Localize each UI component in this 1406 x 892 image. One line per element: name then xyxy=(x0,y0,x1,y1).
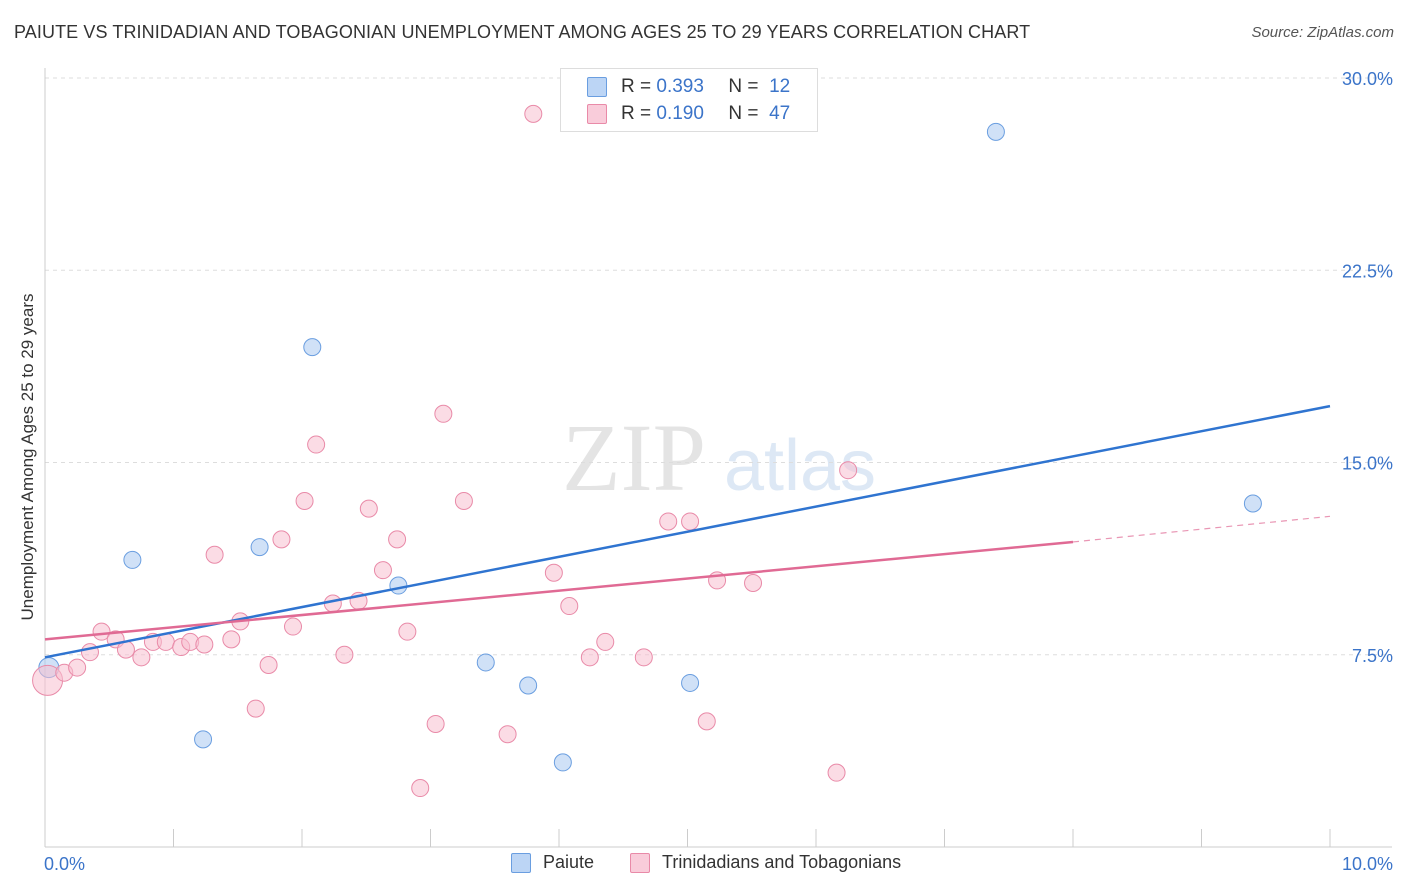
paiute-trend-line xyxy=(44,404,1331,659)
n-label: N = xyxy=(728,103,759,124)
trinidadian-point xyxy=(580,648,599,667)
x-tick-label: 0.0% xyxy=(44,854,85,874)
r-label: R = xyxy=(621,76,652,97)
trinidadian-point xyxy=(92,622,111,641)
paiute-point xyxy=(194,730,213,749)
trinidadian-point xyxy=(295,491,314,510)
trinidadian-point xyxy=(827,763,846,782)
y-tick-label: 15.0% xyxy=(1342,454,1393,474)
legend-item-trinidadian: Trinidadians and Tobagonians xyxy=(630,852,901,873)
trinidadian-point xyxy=(498,725,517,744)
trinidadian-point xyxy=(307,435,326,454)
y-axis-label: Unemployment Among Ages 25 to 29 years xyxy=(18,293,37,621)
trinidadian-trend-line xyxy=(44,540,1074,641)
legend-item-paiute: Paiute xyxy=(511,852,594,873)
r-label: R = xyxy=(621,103,652,124)
chart-title: PAIUTE VS TRINIDADIAN AND TOBAGONIAN UNE… xyxy=(14,22,1031,42)
series-legend: Paiute Trinidadians and Tobagonians xyxy=(0,852,1406,878)
trinidadian-point xyxy=(596,632,615,651)
trinidadian-n-value: 47 xyxy=(769,103,791,124)
trinidadian-point xyxy=(744,573,763,592)
trinidadian-point xyxy=(359,499,378,518)
trinidadian-point xyxy=(434,404,453,423)
trinidadian-point xyxy=(335,645,354,664)
x-tick-label: 10.0% xyxy=(1342,854,1393,874)
trinidadian-point xyxy=(68,658,87,677)
trinidadian-point xyxy=(246,699,265,718)
paiute-point xyxy=(123,550,142,569)
watermark-zip: ZIP xyxy=(562,404,706,511)
trinidadian-legend-label: Trinidadians and Tobagonians xyxy=(662,852,902,872)
trinidadian-point xyxy=(205,545,224,564)
paiute-point xyxy=(1243,494,1262,513)
trinidadian-point xyxy=(272,530,291,549)
trinidadian-point xyxy=(659,512,678,531)
paiute-point xyxy=(303,338,322,357)
paiute-point xyxy=(986,122,1005,141)
y-tick-label: 30.0% xyxy=(1342,69,1393,89)
trinidadian-point xyxy=(454,491,473,510)
trinidadian-point xyxy=(544,563,563,582)
trinidadian-point xyxy=(323,594,342,613)
paiute-r-value: 0.393 xyxy=(656,76,704,97)
paiute-n-value: 12 xyxy=(769,76,791,97)
n-label: N = xyxy=(728,76,759,97)
trinidadian-point xyxy=(388,530,407,549)
trinidadian-point xyxy=(195,635,214,654)
trinidadian-point xyxy=(524,104,543,123)
trinidadian-point xyxy=(373,561,392,580)
paiute-point xyxy=(250,538,269,557)
trinidadian-point xyxy=(284,617,303,636)
paiute-swatch xyxy=(587,77,607,97)
trinidadian-legend-swatch xyxy=(630,852,650,873)
trinidadian-point xyxy=(132,648,151,667)
paiute-point xyxy=(681,673,700,692)
trinidadian-point xyxy=(681,512,700,531)
trinidadian-point xyxy=(697,712,716,731)
legend-row-trinidadian: R = 0.190 N = 47 xyxy=(587,102,790,126)
trinidadian-point xyxy=(560,597,579,616)
trinidadian-point xyxy=(411,779,430,798)
y-tick-label: 22.5% xyxy=(1342,261,1393,281)
trinidadian-swatch xyxy=(587,104,607,124)
correlation-legend: R = 0.393 N = 12 R = 0.190 N = 47 xyxy=(560,68,818,132)
paiute-legend-label: Paiute xyxy=(543,852,595,872)
trinidadian-trend-extension xyxy=(1072,515,1331,543)
y-tick-label: 7.5% xyxy=(1352,646,1393,666)
trinidadian-point xyxy=(222,630,241,649)
trinidadian-r-value: 0.190 xyxy=(656,103,704,124)
source-label: Source: ZipAtlas.com xyxy=(1251,24,1394,41)
trinidadian-point xyxy=(398,622,417,641)
paiute-point xyxy=(476,653,495,672)
paiute-point xyxy=(389,576,408,595)
trinidadian-point xyxy=(426,714,445,733)
trinidadian-point xyxy=(839,461,858,480)
legend-row-paiute: R = 0.393 N = 12 xyxy=(587,75,790,99)
trinidadian-point xyxy=(259,656,278,675)
paiute-legend-swatch xyxy=(511,852,531,873)
trinidadian-point xyxy=(634,648,653,667)
paiute-point xyxy=(553,753,572,772)
paiute-point xyxy=(519,676,538,695)
